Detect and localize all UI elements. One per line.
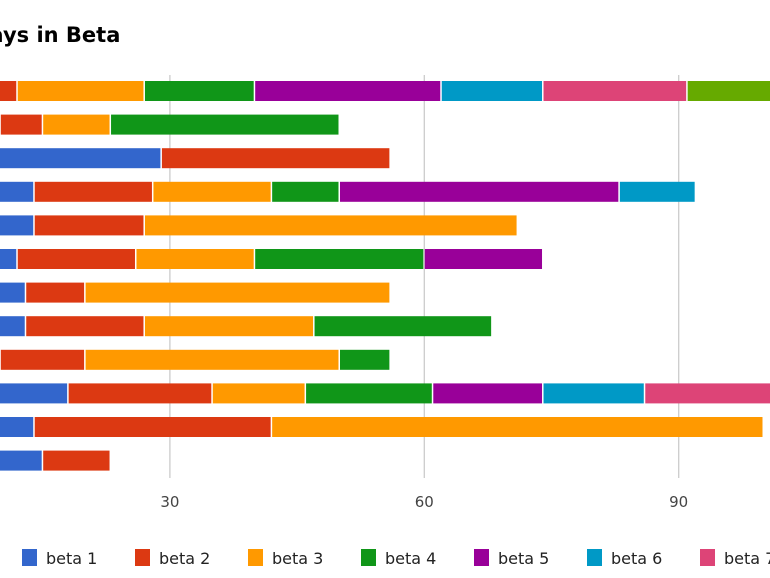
- legend-swatch: [587, 549, 602, 566]
- bar-segment: [144, 316, 314, 337]
- bar-segment: [85, 349, 339, 370]
- legend-swatch: [361, 549, 376, 566]
- bar-segment: [0, 417, 34, 437]
- legend-swatch: [700, 549, 715, 566]
- bar-segment: [543, 383, 644, 404]
- bar-segment: [0, 349, 85, 370]
- bar-segment: [0, 383, 68, 404]
- legend-label: beta 2: [159, 549, 210, 568]
- bar-segment: [0, 316, 25, 337]
- bar-segment: [687, 81, 770, 101]
- legend-label: beta 1: [46, 549, 97, 568]
- legend-swatch: [135, 549, 150, 566]
- bar-segment: [645, 383, 770, 404]
- bar-segment: [85, 282, 390, 303]
- bar-segment: [0, 249, 17, 269]
- bar-segment: [161, 148, 390, 169]
- bar-segment: [0, 450, 42, 471]
- bar-segment: [272, 181, 339, 202]
- bar-segment: [0, 148, 161, 169]
- bar-segment: [212, 383, 305, 404]
- bar-segment: [255, 249, 424, 269]
- bar-segment: [17, 81, 144, 101]
- bar-segment: [34, 417, 271, 437]
- bar-segment: [619, 181, 695, 202]
- bar-segment: [306, 383, 432, 404]
- x-tick-label: 30: [160, 493, 179, 511]
- bar-segment: [441, 81, 543, 101]
- bar-segment: [144, 215, 517, 236]
- bar-segment: [136, 249, 254, 269]
- bar-segment: [111, 114, 339, 135]
- bar-segment: [34, 215, 144, 236]
- bar-segment: [340, 181, 619, 202]
- legend-label: beta 4: [385, 549, 436, 568]
- legend-label: beta 6: [611, 549, 662, 568]
- bar-segment: [314, 316, 492, 337]
- legend-item: beta 4: [361, 549, 436, 568]
- bar-segment: [340, 349, 390, 370]
- bar-segment: [153, 181, 271, 202]
- x-tick-label: 60: [415, 493, 434, 511]
- bar-segment: [0, 282, 25, 303]
- chart-title: Days in Beta: [0, 23, 120, 47]
- legend-swatch: [22, 549, 37, 566]
- legend-swatch: [474, 549, 489, 566]
- legend-item: beta 6: [587, 549, 662, 568]
- bar-segment: [424, 249, 543, 269]
- bar-segment: [144, 81, 254, 101]
- legend-label: beta 7: [724, 549, 770, 568]
- bar-segment: [34, 181, 152, 202]
- x-tick-label: 90: [669, 493, 688, 511]
- legend-item: beta 2: [135, 549, 210, 568]
- bar-segment: [543, 81, 687, 101]
- legend-label: beta 5: [498, 549, 549, 568]
- legend-swatch: [248, 549, 263, 566]
- bar-segment: [0, 181, 34, 202]
- legend-item: beta 3: [248, 549, 323, 568]
- bar-segment: [272, 417, 763, 437]
- bar-segment: [43, 114, 110, 135]
- bar-segment: [68, 383, 212, 404]
- legend-label: beta 3: [272, 549, 323, 568]
- legend-item: beta 7: [700, 549, 770, 568]
- legend-item: beta 5: [474, 549, 549, 568]
- bar-segment: [17, 249, 135, 269]
- legend-item: beta 1: [22, 549, 97, 568]
- bar-segment: [43, 450, 110, 471]
- bar-segment: [433, 383, 543, 404]
- bar-segment: [26, 282, 85, 303]
- bar-segment: [255, 81, 441, 101]
- bar-segment: [0, 114, 42, 135]
- bar-segment: [0, 215, 34, 236]
- bar-segment: [0, 81, 17, 101]
- bar-segment: [26, 316, 144, 337]
